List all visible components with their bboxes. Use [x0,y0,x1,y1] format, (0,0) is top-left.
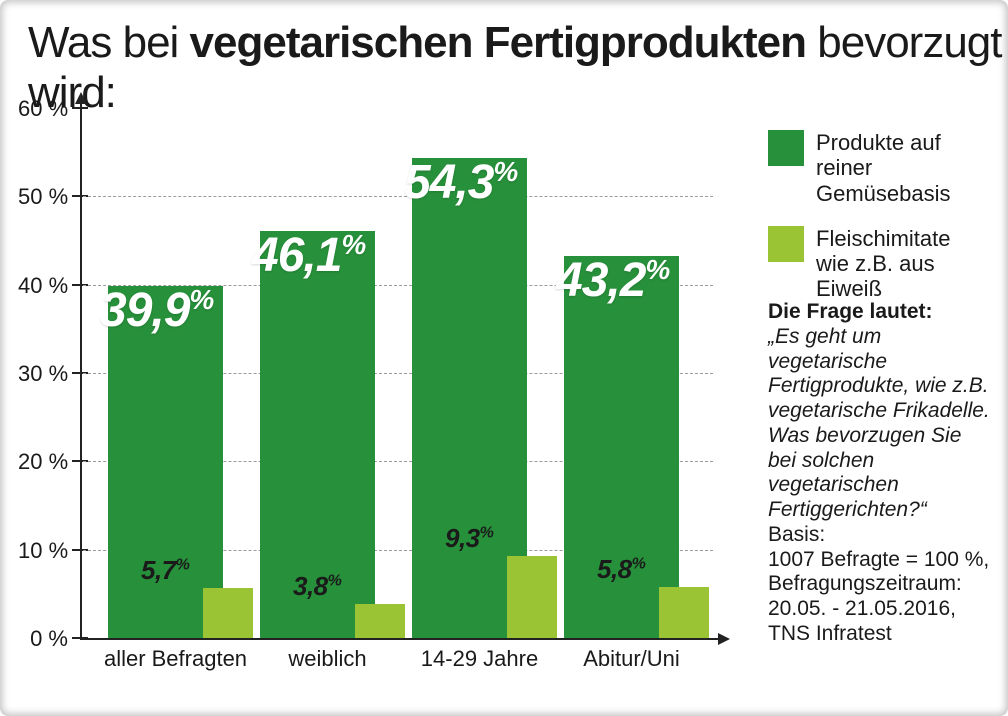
info-text: Die Frage lautet: „Es geht um vegetarisc… [768,300,992,647]
y-tick-label: 20 % [18,449,68,475]
bar-value-label-small: 9,3% [445,523,493,554]
info-quote: „Es geht um vegetarische Fertigprodukte,… [768,325,990,521]
bar-secondary [203,588,253,638]
bar-value-label-small: 3,8% [293,571,341,602]
category-label: aller Befragten [98,646,253,672]
category-label: Abitur/Uni [554,646,709,672]
bar-secondary [355,604,405,638]
info-heading: Die Frage lautet: [768,300,933,323]
bar-value-label-small: 5,7% [141,555,189,586]
y-axis [80,100,82,640]
category-label: 14-29 Jahre [402,646,557,672]
info-basis-label: Basis: [768,523,825,546]
x-axis [80,638,720,640]
bar-value-label: 43,2% [556,253,669,308]
info-period-label: Befragungszeitraum: [768,572,962,595]
gridline [83,196,713,197]
legend-item: Produkte auf reiner Gemüsebasis [768,130,988,206]
legend: Produkte auf reiner Gemüsebasis Fleischi… [768,130,988,322]
bar-value-label-small: 5,8% [597,554,645,585]
y-tick-label: 50 % [18,184,68,210]
chart-container: Was bei vegetarischen Fertigprodukten be… [0,0,1008,716]
bar-secondary [659,587,709,638]
title-bold: vegetarischen Fertigprodukten [190,18,806,67]
legend-label: Produkte auf reiner Gemüsebasis [816,130,988,206]
title-part1: Was bei [28,18,190,67]
y-tick-label: 10 % [18,538,68,564]
legend-swatch-icon [768,226,804,262]
bar-secondary [507,556,557,638]
y-tick-label: 0 % [18,626,68,652]
legend-item: Fleischimitate wie z.B. aus Eiweiß [768,226,988,302]
y-tick-label: 40 % [18,273,68,299]
chart-area: 0 %10 %20 %30 %40 %50 %60 % 39,9%5,7%46,… [28,100,728,670]
x-axis-arrow-icon [718,633,730,645]
y-tick [72,637,88,639]
y-axis-arrow-icon [75,92,87,104]
info-basis-value: 1007 Befragte = 100 %, [768,548,989,571]
bar-value-label: 39,9% [100,283,213,338]
y-tick [72,107,88,109]
info-period-value: 20.05. - 21.05.2016, [768,597,956,620]
info-source: TNS Infratest [768,622,892,645]
y-tick-label: 30 % [18,361,68,387]
y-tick-label: 60 % [18,96,68,122]
legend-swatch-icon [768,130,804,166]
bar-value-label: 46,1% [252,228,365,283]
bar-value-label: 54,3% [404,155,517,210]
legend-label: Fleischimitate wie z.B. aus Eiweiß [816,226,988,302]
category-label: weiblich [250,646,405,672]
